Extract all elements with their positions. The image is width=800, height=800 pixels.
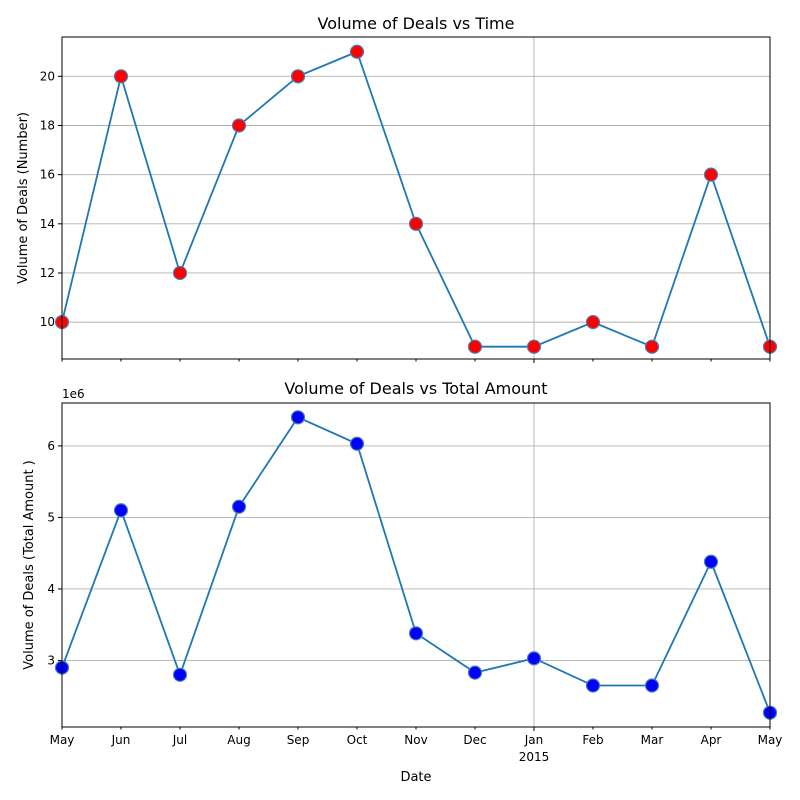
y-tick-label: 20 [40,69,55,83]
y-axis-label: Volume of Deals (Total Amount ) [22,460,37,670]
data-point [113,69,129,84]
data-point [644,678,660,693]
data-point [585,678,601,693]
y-tick-label: 5 [47,510,55,524]
offset-label: 1e6 [62,387,85,401]
data-point [408,626,424,641]
y-tick-label: 10 [40,315,55,329]
x-axis-label: Date [400,770,431,785]
y-tick-label: 18 [40,118,55,132]
axis-ticks: 10 12 14 16 18 20 [40,69,771,363]
deals-amount-chart: Volume of Deals vs Total Amount 1e6 Volu… [22,379,782,785]
x-tick-label: Dec [463,733,486,747]
x-year-label: 2015 [519,750,550,764]
x-tick-label: Oct [347,733,368,747]
x-tick-label: Sep [287,733,310,747]
data-point [113,503,129,518]
x-tick-label: Feb [582,733,603,747]
y-tick-label: 3 [47,653,55,667]
axis-ticks: 3 4 5 6 May Jun Jul Aug Sep Oct Nov Dec Jan Feb Mar Apr… [47,439,782,764]
data-point [703,554,719,569]
x-tick-label: Mar [641,733,664,747]
data-point [290,69,306,84]
chart-title: Volume of Deals vs Total Amount [284,379,547,398]
data-point [290,410,306,425]
grid-lines [62,403,770,727]
data-point [467,339,483,354]
data-point [231,118,247,133]
y-tick-label: 14 [40,217,55,231]
x-tick-label: Apr [701,733,722,747]
data-point [172,667,188,682]
data-point [467,665,483,680]
plot-frame [61,402,771,728]
x-tick-label: May [50,733,75,747]
x-tick-label: Jan [524,733,544,747]
data-point [526,651,542,666]
series-line [61,416,771,714]
data-point [526,339,542,354]
data-point [231,499,247,514]
data-point [349,436,365,451]
series [54,44,778,354]
x-tick-label: Aug [227,733,250,747]
deals-count-chart: Volume of Deals vs Time Volume of Deals … [16,14,778,363]
y-tick-label: 4 [47,582,55,596]
chart-title: Volume of Deals vs Time [318,14,515,33]
data-point [172,265,188,281]
data-point [703,167,719,182]
series-line [61,50,771,348]
x-tick-label: May [758,733,783,747]
y-axis-label: Volume of Deals (Number) [16,112,31,284]
x-tick-label: Jun [111,733,131,747]
x-tick-label: Jul [172,733,187,747]
data-point [349,44,365,59]
data-point [408,216,424,231]
plot-frame [61,36,771,360]
y-tick-label: 16 [40,168,55,182]
data-point [644,339,660,354]
data-point [585,315,601,330]
x-tick-label: Nov [404,733,427,747]
y-tick-label: 6 [47,439,55,453]
series [54,410,778,720]
y-tick-label: 12 [40,266,55,280]
